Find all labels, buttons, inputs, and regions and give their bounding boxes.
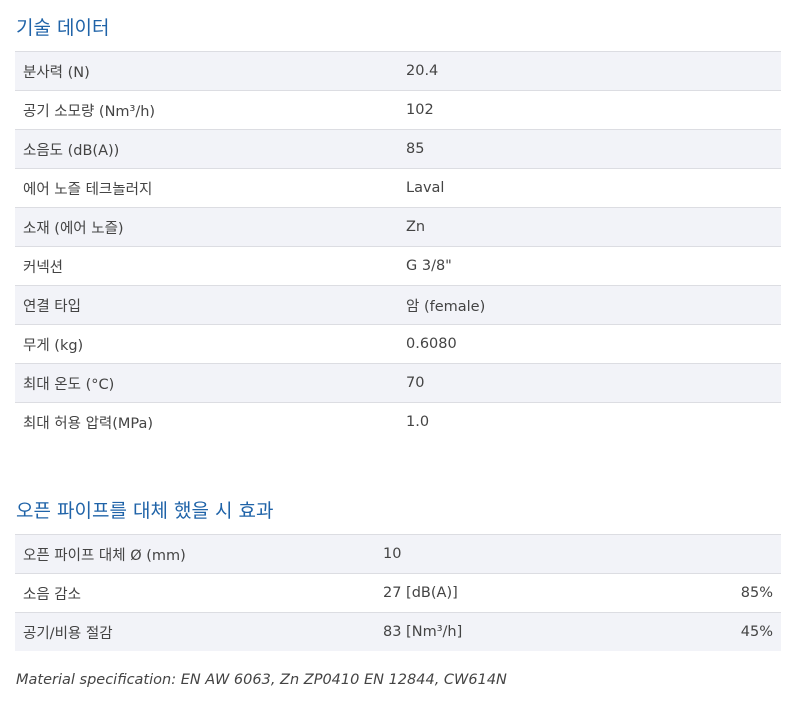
row-percent: 85% [646, 573, 781, 613]
row-value: G 3/8" [406, 246, 781, 286]
row-label: 소음 감소 [15, 573, 383, 613]
table-row: 오픈 파이프 대체 Ø (mm) 10 [15, 534, 781, 574]
technical-data-table: 분사력 (N) 20.4 공기 소모량 (Nm³/h) 102 소음도 (dB(A)) 8… [15, 51, 781, 441]
row-label: 소음도 (dB(A)) [15, 129, 406, 169]
row-value: 0.6080 [406, 324, 781, 364]
row-value: 20.4 [406, 51, 781, 91]
table-row: 커넥션 G 3/8" [15, 246, 781, 286]
row-value: Zn [406, 207, 781, 247]
effect-table: 오픈 파이프 대체 Ø (mm) 10 소음 감소 27 [dB(A)] 85% 공기/비… [15, 534, 781, 651]
row-label: 소재 (에어 노즐) [15, 207, 406, 247]
table-row: 공기/비용 절감 83 [Nm³/h] 45% [15, 612, 781, 651]
row-label: 최대 허용 압력(MPa) [15, 402, 406, 441]
table-row: 분사력 (N) 20.4 [15, 51, 781, 91]
row-value: 85 [406, 129, 781, 169]
table-row: 소음 감소 27 [dB(A)] 85% [15, 573, 781, 613]
row-label: 에어 노즐 테크놀러지 [15, 168, 406, 208]
row-percent: 45% [646, 612, 781, 651]
material-footnote: Material specification: EN AW 6063, Zn Z… [16, 672, 507, 688]
table-row: 소음도 (dB(A)) 85 [15, 129, 781, 169]
table-row: 소재 (에어 노즐) Zn [15, 207, 781, 247]
row-value: 70 [406, 363, 781, 403]
row-percent [646, 534, 781, 574]
row-value: 83 [Nm³/h] [383, 612, 647, 651]
table-row: 연결 타입 암 (female) [15, 285, 781, 325]
row-value: 1.0 [406, 402, 781, 441]
row-value: 암 (female) [406, 285, 781, 325]
row-value: 102 [406, 90, 781, 130]
table-row: 최대 온도 (°C) 70 [15, 363, 781, 403]
row-value: 10 [383, 534, 647, 574]
row-label: 커넥션 [15, 246, 406, 286]
row-label: 분사력 (N) [15, 51, 406, 91]
row-label: 공기 소모량 (Nm³/h) [15, 90, 406, 130]
row-value: Laval [406, 168, 781, 208]
table-row: 공기 소모량 (Nm³/h) 102 [15, 90, 781, 130]
row-label: 연결 타입 [15, 285, 406, 325]
table-row: 무게 (kg) 0.6080 [15, 324, 781, 364]
row-label: 최대 온도 (°C) [15, 363, 406, 403]
table-row: 최대 허용 압력(MPa) 1.0 [15, 402, 781, 441]
effect-title: 오픈 파이프를 대체 했을 시 효과 [16, 500, 274, 522]
row-label: 오픈 파이프 대체 Ø (mm) [15, 534, 383, 574]
table-row: 에어 노즐 테크놀러지 Laval [15, 168, 781, 208]
row-value: 27 [dB(A)] [383, 573, 647, 613]
row-label: 무게 (kg) [15, 324, 406, 364]
technical-data-title: 기술 데이터 [16, 17, 110, 39]
row-label: 공기/비용 절감 [15, 612, 383, 651]
